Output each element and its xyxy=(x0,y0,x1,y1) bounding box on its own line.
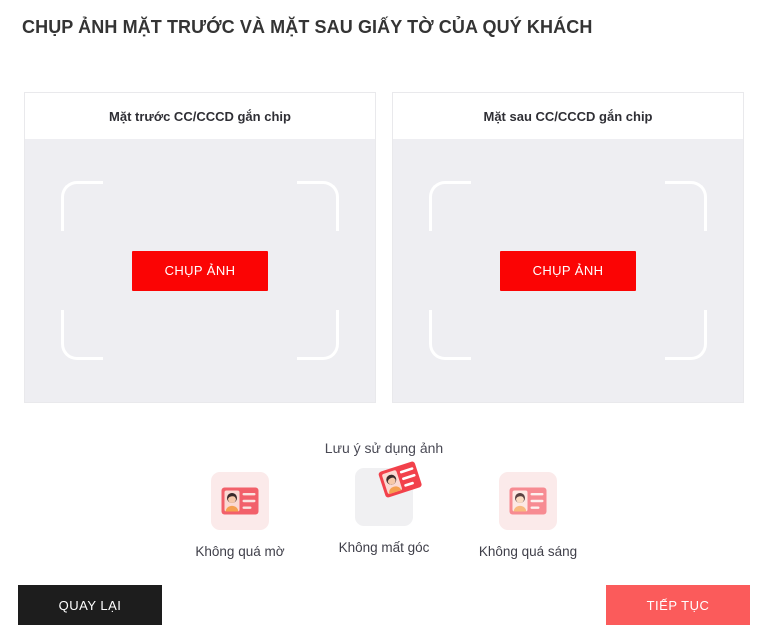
page-title: CHỤP ẢNH MẶT TRƯỚC VÀ MẶT SAU GIẤY TỜ CỦ… xyxy=(22,17,593,37)
guideline-item: Không quá mờ xyxy=(181,472,299,559)
footer-actions: QUAY LẠI TIẾP TỤC xyxy=(0,585,768,625)
capture-viewport-back: CHỤP ẢNH xyxy=(393,139,743,402)
frame-corner-bottom-right-icon xyxy=(297,310,339,360)
guideline-item: Không mất góc xyxy=(325,461,443,555)
id-card-tilted-icon xyxy=(355,461,422,526)
photo-guidelines-title: Lưu ý sử dụng ảnh xyxy=(324,440,444,456)
frame-corner-bottom-right-icon xyxy=(665,310,707,360)
capture-photo-front-button[interactable]: CHỤP ẢNH xyxy=(132,250,268,291)
frame-corner-top-right-icon xyxy=(665,181,707,231)
capture-card-back: Mặt sau CC/CCCD gắn chip CHỤP ẢNH xyxy=(392,92,744,403)
frame-corner-top-left-icon xyxy=(61,181,103,231)
guideline-label: Không mất góc xyxy=(338,540,430,555)
id-card-blurry-icon xyxy=(211,472,269,530)
capture-card-front: Mặt trước CC/CCCD gắn chip CHỤP ẢNH xyxy=(24,92,376,403)
photo-guidelines-list: Không quá mờ xyxy=(181,461,587,559)
capture-photo-back-button[interactable]: CHỤP ẢNH xyxy=(500,250,636,291)
frame-corner-bottom-left-icon xyxy=(61,310,103,360)
guideline-label: Không quá sáng xyxy=(478,544,578,559)
frame-corner-top-right-icon xyxy=(297,181,339,231)
photo-guidelines-section: Lưu ý sử dụng ảnh xyxy=(0,440,768,559)
frame-corner-top-left-icon xyxy=(429,181,471,231)
id-card-bright-icon xyxy=(499,472,557,530)
frame-corner-bottom-left-icon xyxy=(429,310,471,360)
back-button[interactable]: QUAY LẠI xyxy=(18,585,162,625)
capture-card-back-title: Mặt sau CC/CCCD gắn chip xyxy=(393,93,743,139)
guideline-label: Không quá mờ xyxy=(195,544,285,559)
capture-viewport-front: CHỤP ẢNH xyxy=(25,139,375,402)
capture-cards-row: Mặt trước CC/CCCD gắn chip CHỤP ẢNH Mặt … xyxy=(24,92,744,403)
continue-button[interactable]: TIẾP TỤC xyxy=(606,585,750,625)
guideline-item: Không quá sáng xyxy=(469,472,587,559)
capture-card-front-title: Mặt trước CC/CCCD gắn chip xyxy=(25,93,375,139)
